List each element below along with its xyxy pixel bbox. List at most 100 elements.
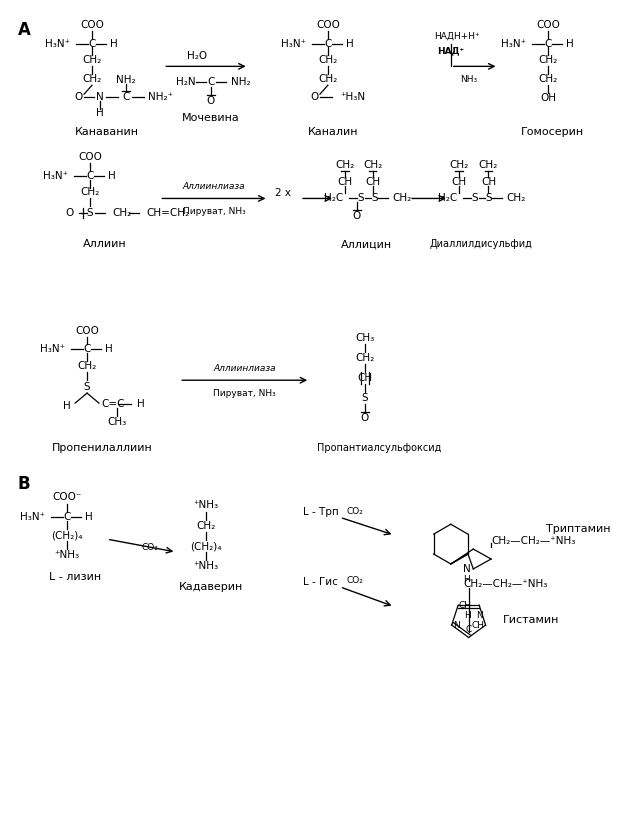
Text: CH: CH bbox=[458, 601, 472, 610]
Text: H: H bbox=[566, 39, 574, 49]
Text: A: A bbox=[18, 21, 30, 39]
Text: CH₂: CH₂ bbox=[538, 55, 557, 65]
Text: CH₂: CH₂ bbox=[363, 160, 382, 170]
Text: CO₂: CO₂ bbox=[346, 576, 363, 585]
Text: H₂O: H₂O bbox=[187, 51, 207, 62]
Text: H: H bbox=[346, 39, 354, 49]
Text: S: S bbox=[371, 193, 378, 203]
Text: Аллицин: Аллицин bbox=[341, 239, 392, 249]
Text: COO: COO bbox=[316, 20, 340, 30]
Text: Триптамин: Триптамин bbox=[546, 524, 610, 534]
Text: Аллиин: Аллиин bbox=[83, 239, 127, 249]
Text: CH: CH bbox=[481, 177, 496, 187]
Text: CH₂: CH₂ bbox=[335, 160, 354, 170]
Text: CH₂: CH₂ bbox=[449, 160, 469, 170]
Text: C: C bbox=[544, 39, 552, 49]
Text: O: O bbox=[353, 212, 361, 221]
Text: H: H bbox=[96, 108, 104, 118]
Text: CH: CH bbox=[357, 373, 372, 384]
Text: НАДН+Н⁺: НАДН+Н⁺ bbox=[434, 32, 480, 41]
Text: NH₂⁺: NH₂⁺ bbox=[148, 92, 174, 102]
Text: CH₂: CH₂ bbox=[538, 74, 557, 84]
Text: CH=CH₂: CH=CH₂ bbox=[146, 208, 190, 218]
Text: O: O bbox=[65, 208, 73, 218]
Text: CH₂: CH₂ bbox=[507, 193, 526, 203]
Text: O: O bbox=[207, 96, 215, 106]
Text: C: C bbox=[86, 170, 94, 180]
Text: COO⁻: COO⁻ bbox=[53, 492, 82, 502]
Text: S: S bbox=[471, 193, 478, 203]
Text: H₂C: H₂C bbox=[323, 193, 343, 203]
Text: NH₂: NH₂ bbox=[231, 77, 250, 87]
Text: CH: CH bbox=[451, 177, 467, 187]
Text: H₂C: H₂C bbox=[437, 193, 456, 203]
Text: CH₂: CH₂ bbox=[197, 521, 216, 531]
Text: NH₂: NH₂ bbox=[116, 75, 136, 86]
Text: (CH₂)₄: (CH₂)₄ bbox=[51, 530, 83, 540]
Text: CH₂: CH₂ bbox=[479, 160, 498, 170]
Text: Кадаверин: Кадаверин bbox=[179, 582, 243, 592]
Text: Аллиинлиаза: Аллиинлиаза bbox=[183, 182, 245, 191]
Text: CH₂—CH₂—⁺NH₃: CH₂—CH₂—⁺NH₃ bbox=[491, 536, 576, 546]
Text: H: H bbox=[108, 170, 115, 180]
Text: O: O bbox=[74, 92, 82, 102]
Text: Мочевина: Мочевина bbox=[182, 113, 240, 123]
Text: H₃N⁺: H₃N⁺ bbox=[281, 39, 306, 49]
Text: Каналин: Каналин bbox=[307, 127, 358, 137]
Text: НАД⁺: НАД⁺ bbox=[437, 46, 464, 55]
Text: S: S bbox=[361, 393, 368, 403]
Text: H: H bbox=[136, 399, 145, 409]
Text: Канаванин: Канаванин bbox=[75, 127, 139, 137]
Text: ⁺NH₃: ⁺NH₃ bbox=[55, 550, 80, 560]
Text: H: H bbox=[105, 344, 113, 355]
Text: H₃N⁺: H₃N⁺ bbox=[45, 39, 70, 49]
Text: CH₃: CH₃ bbox=[355, 333, 374, 343]
Text: CH₂: CH₂ bbox=[318, 74, 337, 84]
Text: H₂N: H₂N bbox=[176, 77, 196, 87]
Text: CO₂: CO₂ bbox=[346, 507, 363, 516]
Text: H₃N⁺: H₃N⁺ bbox=[501, 39, 526, 49]
Text: OH: OH bbox=[540, 93, 556, 103]
Text: 2 х: 2 х bbox=[275, 188, 291, 198]
Text: B: B bbox=[18, 475, 30, 493]
Text: O: O bbox=[310, 92, 318, 102]
Text: Пируват, NH₃: Пируват, NH₃ bbox=[183, 207, 245, 216]
Text: CH₂—CH₂—⁺NH₃: CH₂—CH₂—⁺NH₃ bbox=[463, 579, 548, 588]
Text: N: N bbox=[96, 92, 104, 102]
Text: ⁺NH₃: ⁺NH₃ bbox=[193, 561, 219, 571]
Text: C: C bbox=[83, 344, 91, 355]
Text: Пропенилаллиин: Пропенилаллиин bbox=[51, 443, 152, 453]
Text: COO: COO bbox=[75, 326, 99, 336]
Text: COO: COO bbox=[78, 151, 102, 162]
Text: Пируват, NH₃: Пируват, NH₃ bbox=[213, 388, 276, 398]
Text: H: H bbox=[110, 39, 117, 49]
Text: CH₃: CH₃ bbox=[107, 417, 126, 427]
Text: COO: COO bbox=[80, 20, 104, 30]
Text: N: N bbox=[463, 565, 470, 574]
Text: O: O bbox=[361, 413, 369, 423]
Text: CH₂: CH₂ bbox=[81, 188, 100, 198]
Text: L - лизин: L - лизин bbox=[49, 572, 101, 582]
Text: CH: CH bbox=[365, 177, 380, 187]
Text: Гистамин: Гистамин bbox=[503, 615, 560, 625]
Text: (CH₂)₄: (CH₂)₄ bbox=[190, 541, 222, 551]
Text: CH₂: CH₂ bbox=[113, 208, 132, 218]
Text: C: C bbox=[465, 625, 472, 634]
Text: Гомосерин: Гомосерин bbox=[521, 127, 585, 137]
Text: C=C: C=C bbox=[101, 399, 124, 409]
Text: CH₂: CH₂ bbox=[318, 55, 337, 65]
Text: L - Трп: L - Трп bbox=[303, 507, 339, 518]
Text: CH: CH bbox=[471, 621, 484, 630]
Text: S: S bbox=[84, 382, 91, 393]
Text: Аллиинлиаза: Аллиинлиаза bbox=[213, 364, 276, 373]
Text: N: N bbox=[453, 621, 460, 630]
Text: ⁺H₃N: ⁺H₃N bbox=[340, 92, 365, 102]
Text: N: N bbox=[476, 611, 482, 620]
Text: H₃N⁺: H₃N⁺ bbox=[43, 170, 68, 180]
Text: CO₂: CO₂ bbox=[141, 542, 158, 551]
Text: H₃N⁺: H₃N⁺ bbox=[20, 512, 46, 523]
Text: CH₂: CH₂ bbox=[77, 361, 96, 371]
Text: L - Гис: L - Гис bbox=[303, 577, 338, 587]
Text: S: S bbox=[87, 208, 93, 218]
Text: CH: CH bbox=[337, 177, 353, 187]
